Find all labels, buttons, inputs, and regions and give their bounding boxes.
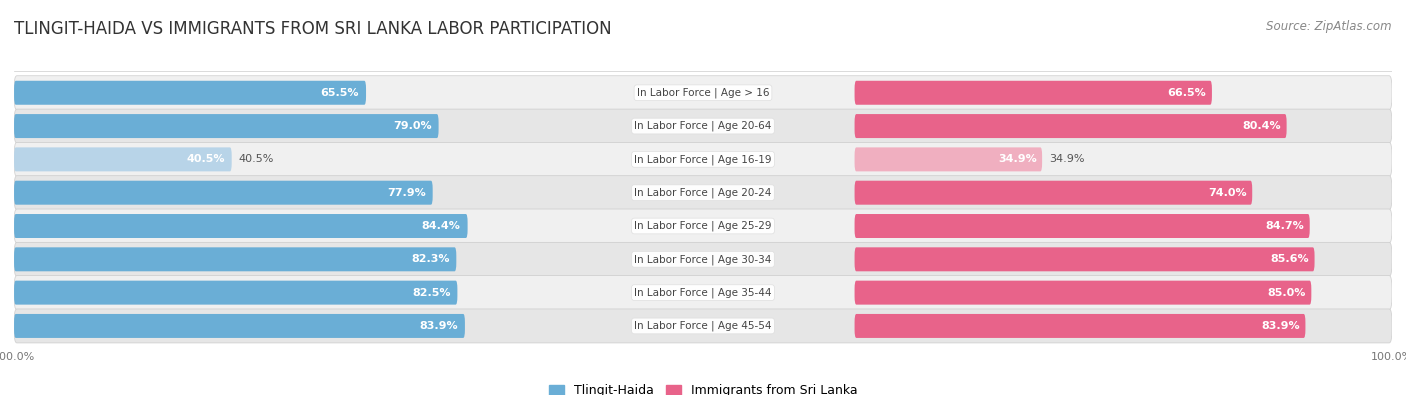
Text: 84.4%: 84.4% xyxy=(422,221,461,231)
FancyBboxPatch shape xyxy=(855,81,1212,105)
Text: 79.0%: 79.0% xyxy=(394,121,432,131)
FancyBboxPatch shape xyxy=(14,142,1392,177)
Text: In Labor Force | Age 25-29: In Labor Force | Age 25-29 xyxy=(634,221,772,231)
FancyBboxPatch shape xyxy=(855,181,1253,205)
Text: Source: ZipAtlas.com: Source: ZipAtlas.com xyxy=(1267,20,1392,33)
FancyBboxPatch shape xyxy=(14,176,1392,210)
Text: 77.9%: 77.9% xyxy=(387,188,426,198)
FancyBboxPatch shape xyxy=(855,314,1305,338)
FancyBboxPatch shape xyxy=(14,81,366,105)
Text: In Labor Force | Age 16-19: In Labor Force | Age 16-19 xyxy=(634,154,772,165)
Text: 80.4%: 80.4% xyxy=(1243,121,1281,131)
FancyBboxPatch shape xyxy=(14,276,1392,310)
Text: TLINGIT-HAIDA VS IMMIGRANTS FROM SRI LANKA LABOR PARTICIPATION: TLINGIT-HAIDA VS IMMIGRANTS FROM SRI LAN… xyxy=(14,20,612,38)
Text: 84.7%: 84.7% xyxy=(1265,221,1305,231)
FancyBboxPatch shape xyxy=(855,147,1042,171)
Text: 34.9%: 34.9% xyxy=(1049,154,1084,164)
Text: In Labor Force | Age 20-64: In Labor Force | Age 20-64 xyxy=(634,121,772,131)
FancyBboxPatch shape xyxy=(14,309,1392,343)
FancyBboxPatch shape xyxy=(855,214,1310,238)
Text: In Labor Force | Age 45-54: In Labor Force | Age 45-54 xyxy=(634,321,772,331)
Text: 82.5%: 82.5% xyxy=(412,288,450,298)
FancyBboxPatch shape xyxy=(14,147,232,171)
FancyBboxPatch shape xyxy=(14,109,1392,143)
Text: In Labor Force | Age > 16: In Labor Force | Age > 16 xyxy=(637,88,769,98)
Text: 85.6%: 85.6% xyxy=(1271,254,1309,264)
Legend: Tlingit-Haida, Immigrants from Sri Lanka: Tlingit-Haida, Immigrants from Sri Lanka xyxy=(544,379,862,395)
Text: In Labor Force | Age 20-24: In Labor Force | Age 20-24 xyxy=(634,188,772,198)
Text: 66.5%: 66.5% xyxy=(1167,88,1206,98)
FancyBboxPatch shape xyxy=(14,247,457,271)
Text: 40.5%: 40.5% xyxy=(239,154,274,164)
Text: 40.5%: 40.5% xyxy=(187,154,225,164)
FancyBboxPatch shape xyxy=(14,242,1392,276)
Text: 82.3%: 82.3% xyxy=(411,254,450,264)
Text: 74.0%: 74.0% xyxy=(1208,188,1247,198)
FancyBboxPatch shape xyxy=(855,280,1312,305)
FancyBboxPatch shape xyxy=(14,76,1392,110)
Text: 34.9%: 34.9% xyxy=(998,154,1036,164)
FancyBboxPatch shape xyxy=(855,247,1315,271)
Text: 83.9%: 83.9% xyxy=(1261,321,1301,331)
Text: 65.5%: 65.5% xyxy=(321,88,359,98)
FancyBboxPatch shape xyxy=(14,114,439,138)
Text: 83.9%: 83.9% xyxy=(419,321,458,331)
FancyBboxPatch shape xyxy=(14,209,1392,243)
FancyBboxPatch shape xyxy=(14,181,433,205)
FancyBboxPatch shape xyxy=(855,114,1286,138)
FancyBboxPatch shape xyxy=(14,280,457,305)
Text: In Labor Force | Age 35-44: In Labor Force | Age 35-44 xyxy=(634,288,772,298)
Text: In Labor Force | Age 30-34: In Labor Force | Age 30-34 xyxy=(634,254,772,265)
Text: 85.0%: 85.0% xyxy=(1267,288,1306,298)
FancyBboxPatch shape xyxy=(14,214,468,238)
FancyBboxPatch shape xyxy=(14,314,465,338)
